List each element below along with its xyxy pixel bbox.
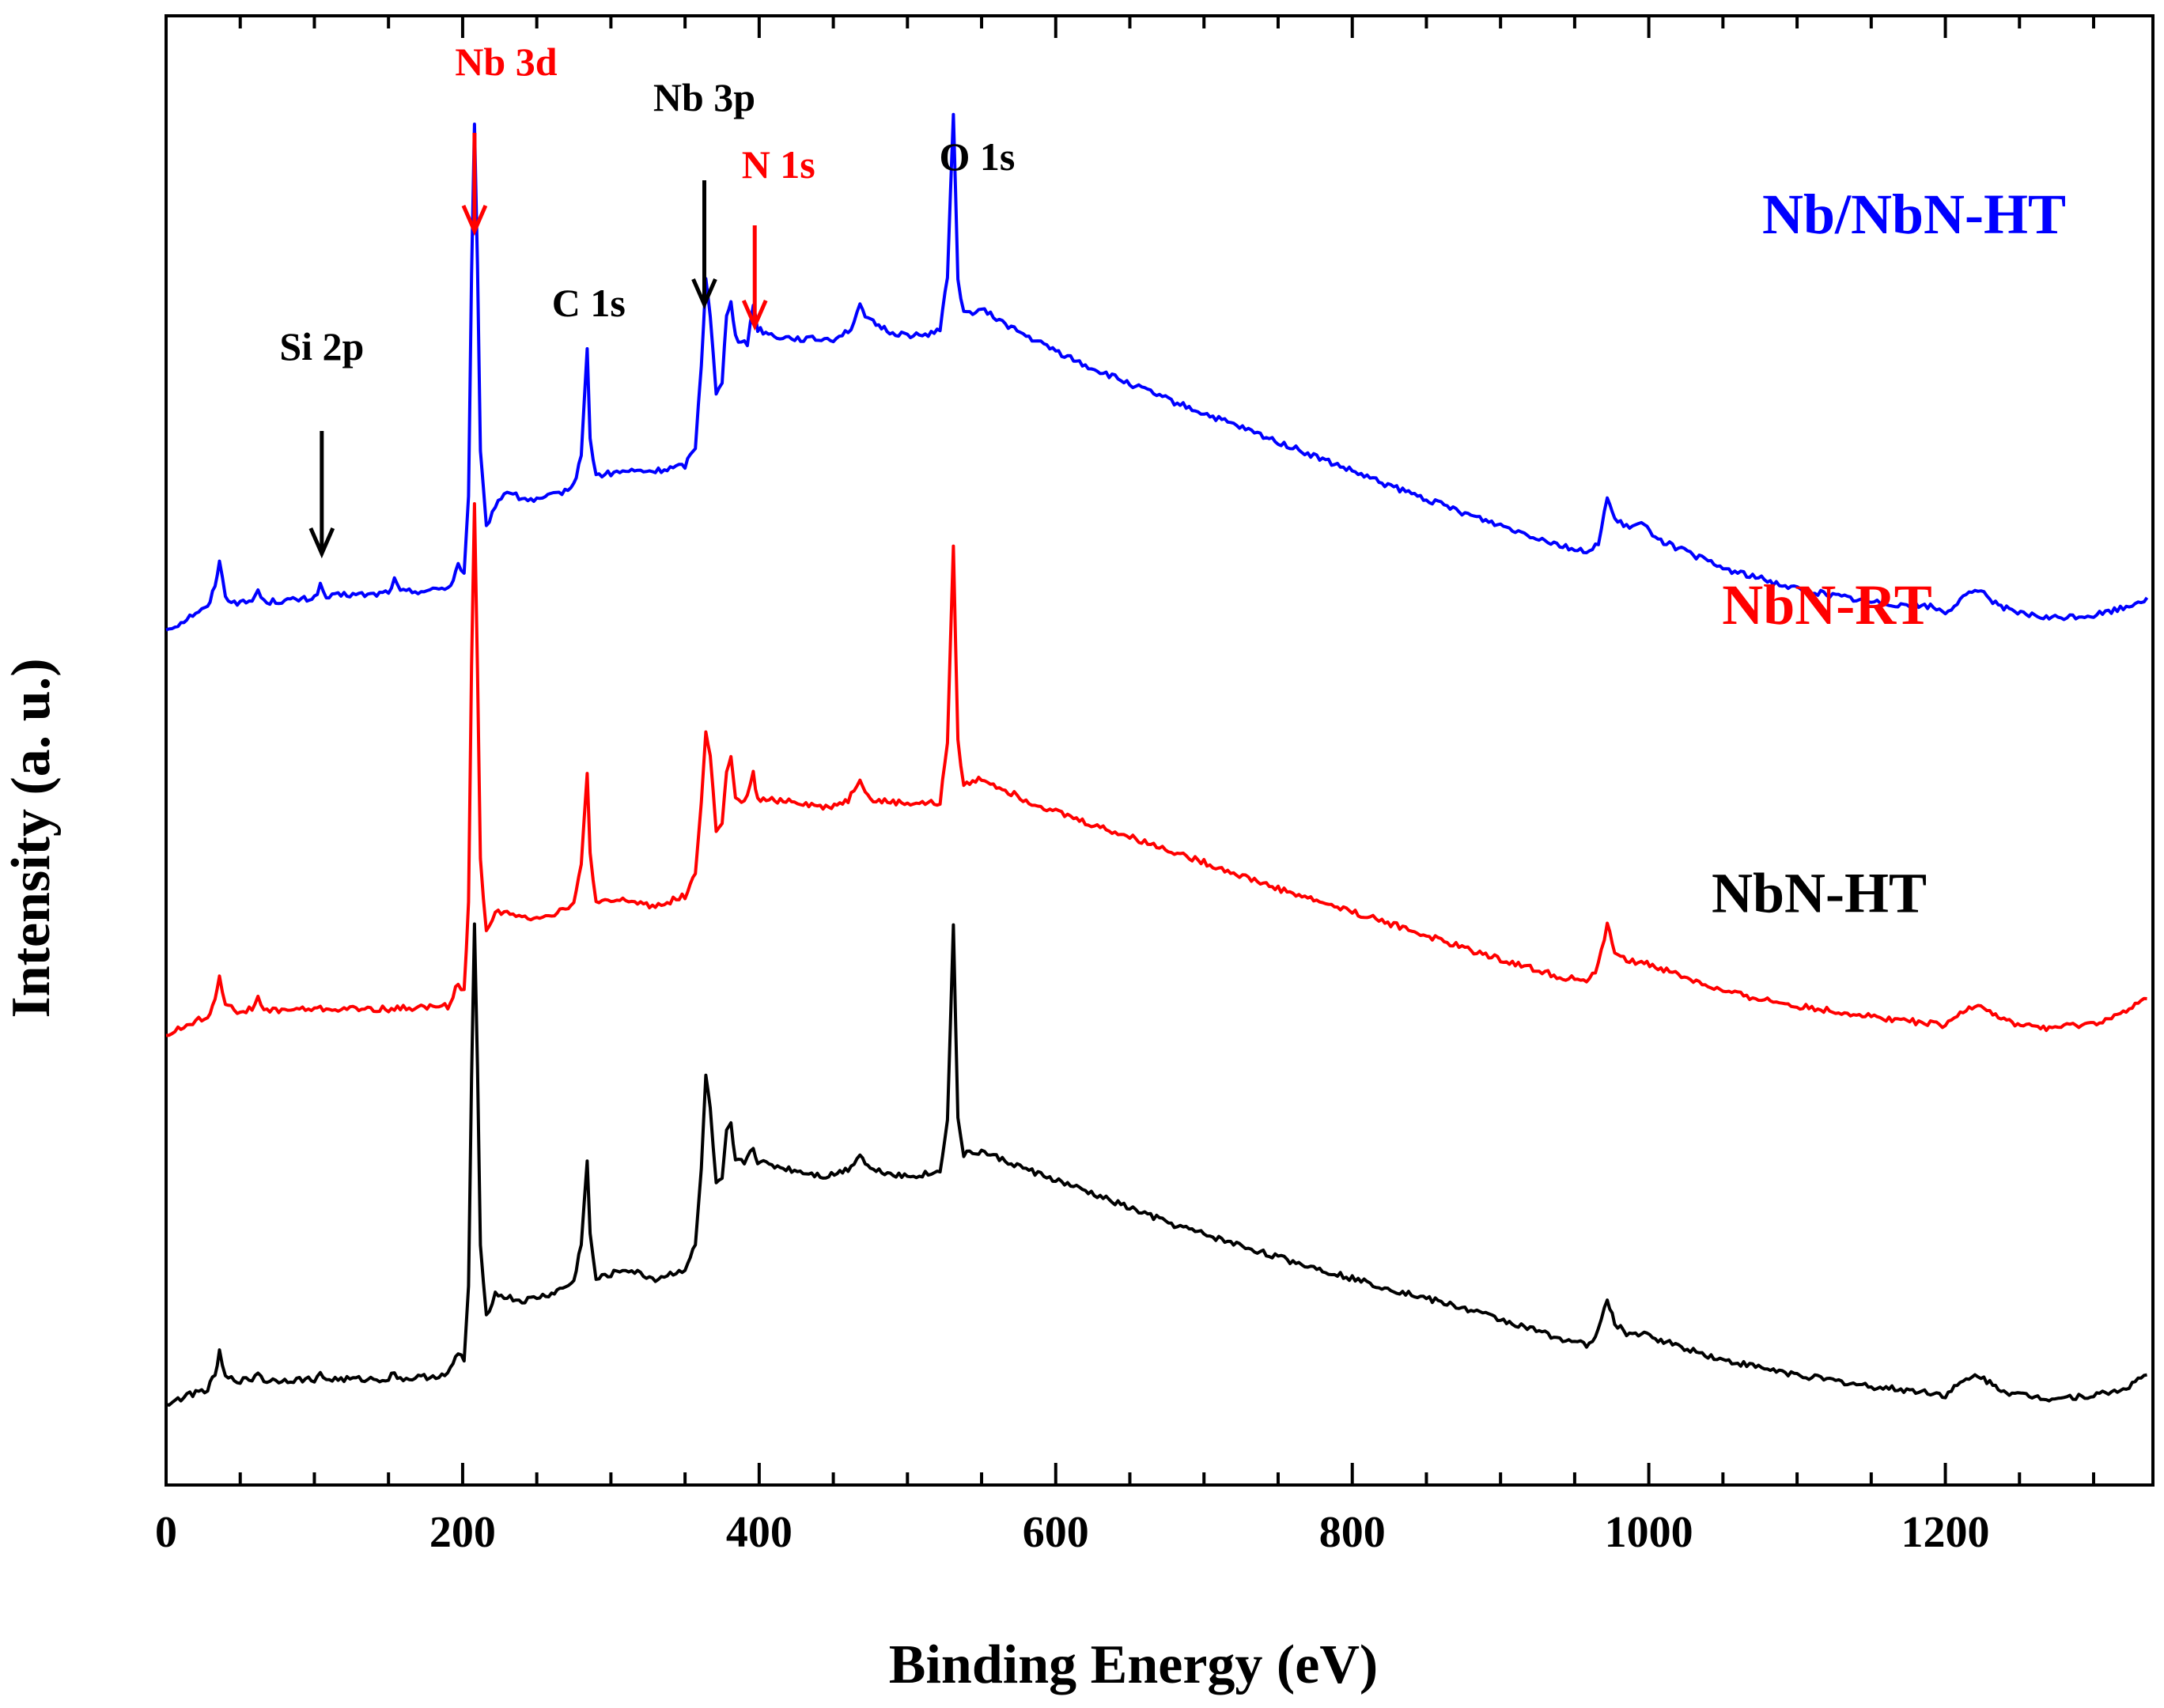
x-tick-label: 800 bbox=[1319, 1508, 1386, 1557]
x-tick-label: 200 bbox=[429, 1508, 496, 1557]
series-line-nb-nbn-ht bbox=[165, 112, 2149, 632]
peak-label: C 1s bbox=[552, 281, 626, 325]
series-line-nbn-ht bbox=[165, 922, 2147, 1407]
series-label: NbN-HT bbox=[1712, 861, 1927, 924]
peak-arrow-head bbox=[691, 278, 717, 310]
x-tick-label: 600 bbox=[1023, 1508, 1089, 1557]
peak-arrow-head bbox=[308, 527, 335, 559]
series-label: Nb/NbN-HT bbox=[1762, 183, 2066, 246]
peak-label: Nb 3d bbox=[455, 40, 557, 84]
x-axis-title: Binding Energy (eV) bbox=[889, 1634, 1378, 1695]
x-tick-label: 400 bbox=[726, 1508, 793, 1557]
peak-label: N 1s bbox=[742, 142, 815, 187]
x-tick-label: 1200 bbox=[1901, 1508, 1990, 1557]
peak-label: Si 2p bbox=[279, 324, 364, 368]
x-tick-label: 1000 bbox=[1605, 1508, 1693, 1557]
peak-label: Nb 3p bbox=[653, 75, 755, 119]
peak-arrow-head bbox=[741, 299, 768, 331]
axes: 0 200 400 600 800 1000 1200 bbox=[155, 14, 2155, 1557]
peak-label: O 1s bbox=[939, 134, 1015, 179]
peak-arrow-head bbox=[461, 204, 488, 236]
x-tick-label: 0 bbox=[155, 1508, 177, 1557]
series-line-nbn-rt bbox=[165, 502, 2147, 1037]
annotations: Nb/NbN-HT NbN-RT NbN-HT Si 2p Nb 3d C 1s Nb 3p… bbox=[279, 40, 2066, 924]
y-axis-title: Intensity (a. u.) bbox=[1, 658, 62, 1018]
series-layer bbox=[165, 112, 2149, 1407]
series-label: NbN-RT bbox=[1722, 573, 1932, 637]
plot-frame bbox=[165, 14, 2155, 1487]
